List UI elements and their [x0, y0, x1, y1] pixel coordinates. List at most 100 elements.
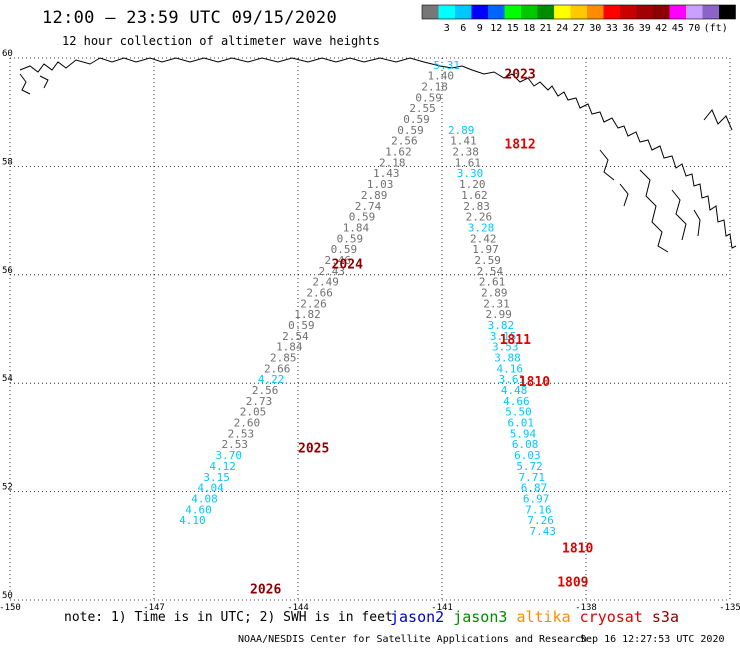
swh-value: 1.41: [450, 135, 477, 148]
swh-value: 1.82: [294, 308, 321, 321]
scale-swatch: [521, 5, 538, 19]
coastline: [19, 57, 737, 253]
swh-value: 1.84: [276, 341, 303, 354]
lat-lon-grid: -150 -147 -144 -141 -138 -135 60 58 56 54 52 50: [0, 49, 740, 613]
scale-swatch: [422, 5, 439, 19]
swh-value: 2.18: [379, 156, 406, 169]
swh-value: 3.53: [492, 341, 519, 354]
legend-jason3: jason3: [453, 608, 508, 626]
scale-label: 3: [444, 23, 450, 34]
lon-tick-label: -141: [431, 603, 453, 613]
lat-tick-label: 50: [2, 591, 13, 601]
swh-value: 0.59: [349, 211, 376, 224]
scale-swatch: [719, 5, 736, 19]
time-label: 2024: [332, 257, 363, 272]
swh-value: 7.71: [519, 471, 546, 484]
swh-value: 6.87: [521, 482, 548, 495]
scale-swatch: [537, 5, 554, 19]
scale-swatch: [587, 5, 604, 19]
footer: note: 1) Time is in UTC; 2) SWH is in fe…: [0, 608, 740, 650]
scale-label: 30: [589, 23, 601, 34]
time-label: 2025: [298, 442, 329, 457]
swh-value: 3.28: [468, 221, 495, 234]
swh-value: 3.88: [494, 352, 521, 365]
legend-cryosat: cryosat: [579, 608, 643, 626]
lon-tick-label: -150: [0, 603, 21, 613]
swh-value: 0.59: [415, 91, 442, 104]
timestamp-text: Sep 16 12:27:53 UTC 2020: [580, 634, 725, 645]
time-label: 1809: [557, 575, 588, 590]
swh-value: 1.20: [459, 178, 486, 191]
lat-tick-label: 60: [2, 49, 13, 59]
time-label: 2026: [250, 582, 281, 597]
scale-label: 6: [460, 23, 466, 34]
swh-value: 4.08: [191, 492, 218, 505]
swh-value: 3.70: [215, 449, 242, 462]
scale-swatch: [686, 5, 703, 19]
scale-swatch: [570, 5, 587, 19]
footer-note: note: 1) Time is in UTC; 2) SWH is in fe…: [64, 610, 393, 625]
scale-swatch: [471, 5, 488, 19]
lat-tick-label: 56: [2, 266, 13, 276]
swh-value: 5.72: [516, 460, 543, 473]
time-label: 1812: [504, 138, 535, 153]
legend-jason2: jason2: [390, 608, 445, 626]
swh-value: 4.60: [185, 503, 212, 516]
scale-label: 33: [606, 23, 618, 34]
swh-value: 1.61: [455, 156, 482, 169]
swh-value: 0.59: [288, 319, 315, 332]
lat-tick-label: 54: [2, 374, 13, 384]
swh-value: 2.73: [246, 395, 273, 408]
swh-value: 2.38: [452, 146, 479, 159]
swh-value: 6.97: [523, 492, 550, 505]
lon-tick-label: -147: [143, 603, 165, 613]
scale-label: 45: [672, 23, 684, 34]
swh-value: 2.18: [421, 81, 448, 94]
lon-tick-label: -138: [575, 603, 597, 613]
track-left: 5.311.402.180.592.550.590.592.561.622.18…: [179, 59, 460, 527]
swh-value: 2.26: [466, 211, 493, 224]
swh-value: 3.15: [490, 330, 517, 343]
swh-value: 1.62: [461, 189, 488, 202]
swh-value: 2.49: [312, 276, 339, 289]
swh-value: 2.46: [325, 254, 352, 267]
satellite-legend: jason2 jason3 altika cryosat s3a: [390, 608, 679, 626]
swh-value: 7.26: [527, 514, 554, 527]
swh-value: 3.15: [203, 471, 230, 484]
swh-value: 2.89: [448, 124, 475, 137]
scale-swatch: [669, 5, 686, 19]
swh-value: 4.48: [501, 384, 528, 397]
scale-label: 15: [507, 23, 519, 34]
legend-s3a: s3a: [651, 608, 679, 626]
swh-value: 4.22: [258, 373, 285, 386]
swh-value: 4.12: [209, 460, 236, 473]
swh-value: 2.53: [222, 438, 249, 451]
swh-value: 2.05: [240, 406, 267, 419]
lat-tick-label: 52: [2, 483, 13, 493]
swh-value: 0.59: [331, 243, 358, 256]
scale-label: 9: [477, 23, 483, 34]
lat-tick-label: 58: [2, 157, 13, 167]
swh-value: 4.10: [179, 514, 206, 527]
scale-swatch: [488, 5, 505, 19]
lon-tick-label: -144: [287, 603, 309, 613]
southeast-alaska-islands: [599, 109, 733, 253]
time-label: 2023: [504, 68, 535, 83]
wave-height-color-scale: 3 6 9 12 15 18 21 24 27 30 33 36 39 42 45 70 (ft): [421, 4, 736, 34]
scale-label: 42: [655, 23, 667, 34]
swh-value: 2.89: [361, 189, 388, 202]
swh-value: 6.03: [514, 449, 541, 462]
legend-altika: altika: [516, 608, 571, 626]
page-subtitle: 12 hour collection of altimeter wave hei…: [62, 34, 380, 48]
scale-label: 39: [639, 23, 651, 34]
track-right: 2.891.412.381.613.301.201.622.832.263.28…: [448, 124, 556, 538]
scale-label: 18: [523, 23, 535, 34]
swh-value: 1.40: [427, 70, 454, 83]
swh-value: 2.66: [264, 362, 291, 375]
scale-label: 24: [556, 23, 568, 34]
time-label: 1810: [519, 375, 550, 390]
swh-value: 4.16: [496, 362, 523, 375]
swh-value: 1.62: [385, 146, 412, 159]
scale-label: 36: [622, 23, 634, 34]
scale-swatch: [438, 5, 455, 19]
